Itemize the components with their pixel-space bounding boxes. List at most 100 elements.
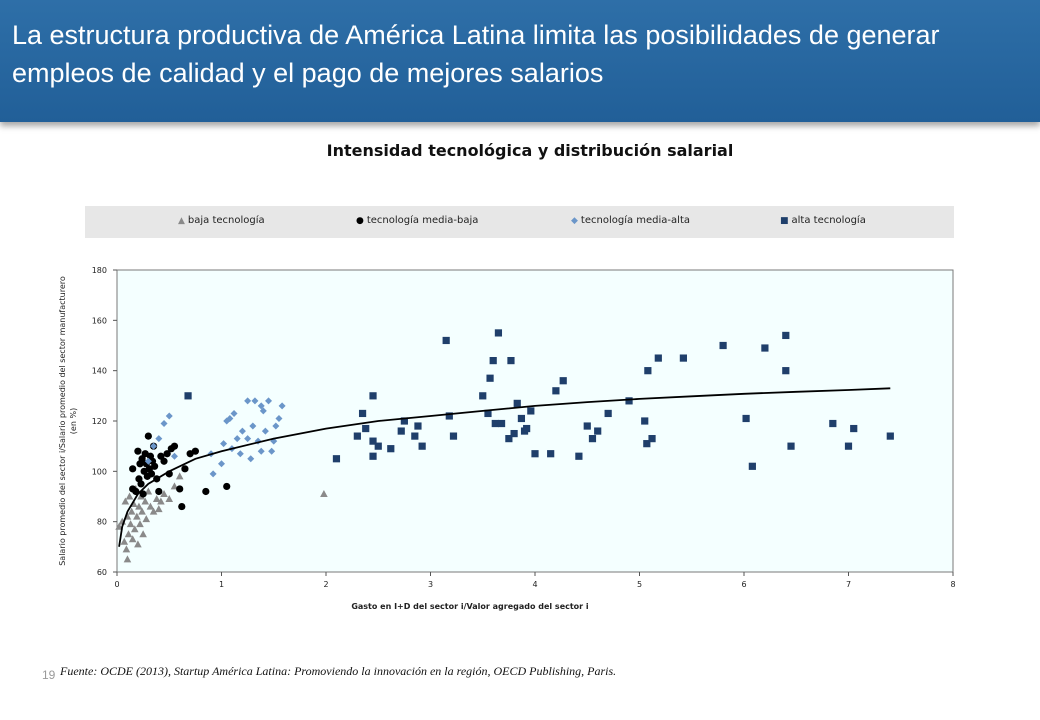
media-alta-point <box>257 402 265 410</box>
alta-tecnologia-point <box>527 407 535 415</box>
alta-tecnologia-point <box>850 424 858 433</box>
media-alta-point <box>278 402 286 410</box>
baja-tecnologia-point <box>139 530 147 538</box>
baja-tecnologia-point <box>136 520 144 528</box>
media-alta-point <box>257 447 265 455</box>
media-baja-point <box>139 490 147 498</box>
alta-tecnologia-point <box>486 374 494 382</box>
baja-tecnologia-point <box>120 537 129 545</box>
plot-area <box>116 269 954 573</box>
alta-tecnologia-point <box>497 419 506 428</box>
x-tick-label: 4 <box>532 580 537 589</box>
alta-tecnologia-point <box>397 427 405 435</box>
slide-title: La estructura productiva de América Lati… <box>12 20 940 88</box>
baja-tecnologia-point <box>138 507 146 515</box>
baja-tecnologia-point <box>121 497 130 505</box>
alta-tecnologia-point <box>484 409 492 418</box>
baja-tecnologia-point <box>142 515 151 523</box>
alta-tecnologia-point <box>418 442 426 450</box>
alta-tecnologia-point <box>358 409 367 418</box>
baja-tecnologia-point <box>135 502 143 510</box>
alta-tecnologia-point <box>353 432 361 440</box>
media-baja-point <box>223 482 231 491</box>
baja-tecnologia-point <box>141 497 150 505</box>
alta-tecnologia-point <box>559 377 567 385</box>
alta-tecnologia-point <box>479 392 487 400</box>
baja-tecnologia-point <box>152 495 161 503</box>
baja-tecnologia-point <box>157 497 165 505</box>
alta-tecnologia-point <box>369 437 377 445</box>
baja-tecnologia-point <box>130 525 139 533</box>
x-tick-label: 3 <box>428 580 433 589</box>
alta-tecnologia-point <box>362 424 370 433</box>
media-alta-point <box>259 407 267 415</box>
x-tick-label: 0 <box>114 580 119 589</box>
x-tick-label: 7 <box>846 580 851 589</box>
scatter-chart: 60 80 100 120 140 160 180 0 1 2 3 4 5 6 7 8 Gasto en I+D… <box>58 266 956 611</box>
alta-tecnologia-point <box>449 432 458 440</box>
square-marker-icon: ■ <box>780 216 789 226</box>
alta-tecnologia-point <box>594 427 602 435</box>
baja-tecnologia-point <box>149 507 158 515</box>
alta-tecnologia-point <box>505 435 513 443</box>
alta-tecnologia-point <box>547 450 555 458</box>
legend-label-media-baja: tecnología media-baja <box>366 215 479 226</box>
alta-tecnologia-point <box>552 387 560 395</box>
alta-tecnologia-point <box>332 455 341 463</box>
alta-tecnologia-point <box>654 354 662 362</box>
legend-item-media-alta: ◆ tecnología media-alta <box>571 215 690 226</box>
baja-tecnologia-point <box>320 489 328 497</box>
alta-tecnologia-point <box>625 397 633 405</box>
media-baja-point <box>163 450 171 458</box>
alta-tecnologia-point <box>513 399 521 407</box>
media-baja-point <box>176 485 184 493</box>
baja-tecnologia-point <box>134 540 142 548</box>
triangle-marker-icon: ▲ <box>178 216 185 226</box>
baja-tecnologia-point <box>175 472 184 480</box>
baja-tecnologia-point <box>133 512 141 520</box>
legend-item-media-baja: ● tecnología media-baja <box>356 215 478 226</box>
media-alta-point <box>209 470 217 478</box>
baja-tecnologia-point <box>146 502 155 510</box>
legend-label-alta: alta tecnología <box>791 215 866 226</box>
baja-tecnologia-point <box>123 555 132 563</box>
alta-tecnologia-point <box>829 419 837 428</box>
media-alta-point <box>268 447 276 455</box>
source-note: Fuente: OCDE (2013), Startup América Lat… <box>60 664 617 678</box>
media-alta-point <box>249 422 257 430</box>
alta-tecnologia-point <box>742 414 750 423</box>
alta-tecnologia-point <box>184 392 192 400</box>
alta-tecnologia-point <box>369 392 377 400</box>
media-alta-point <box>236 450 244 458</box>
media-alta-point <box>165 412 173 420</box>
media-alta-point <box>251 397 259 405</box>
media-alta-point <box>265 397 273 405</box>
baja-tecnologia-point <box>128 535 137 543</box>
x-tick-label: 2 <box>323 580 328 589</box>
legend-item-alta: ■ alta tecnología <box>780 215 866 226</box>
x-tick-label: 8 <box>950 580 955 589</box>
alta-tecnologia-point <box>787 442 795 450</box>
baja-tecnologia-point <box>124 530 133 538</box>
alta-tecnologia-point <box>489 357 497 365</box>
alta-tecnologia-point <box>679 354 687 362</box>
media-alta-point <box>247 455 255 463</box>
y-tick-label: 120 <box>92 417 107 426</box>
alta-tecnologia-point <box>414 422 422 430</box>
baja-tecnologia-point <box>126 520 135 528</box>
media-alta-point <box>238 427 246 435</box>
media-alta-point <box>233 435 241 443</box>
alta-tecnologia-point <box>782 367 790 375</box>
media-alta-point <box>218 460 225 468</box>
media-alta-point <box>275 414 283 422</box>
alta-tecnologia-point <box>719 341 727 350</box>
alta-tecnologia-point <box>641 417 649 425</box>
circle-marker-icon: ● <box>356 216 364 226</box>
alta-tecnologia-point <box>531 450 539 458</box>
media-alta-point <box>244 397 252 405</box>
media-baja-point <box>170 442 179 450</box>
alta-tecnologia-point <box>575 452 583 460</box>
x-tick-label: 1 <box>219 580 224 589</box>
media-baja-point <box>178 502 186 511</box>
media-baja-point <box>155 487 163 496</box>
